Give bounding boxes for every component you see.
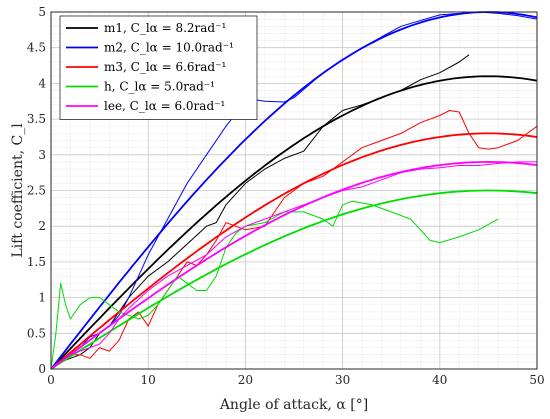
curves [50,11,538,370]
y-tick-label: 5 [38,5,46,19]
lee-experimental-line [50,161,537,370]
x-axis-label: Angle of attack, α [°] [219,397,368,413]
x-tick-label: 0 [47,373,55,387]
legend-label-m2: m2, C_lα = 10.0rad⁻¹ [104,41,234,55]
x-tick-label: 10 [141,373,156,387]
y-tick-label: 2.5 [27,184,46,198]
y-tick-labels: 0 0.5 1 1.5 2 2.5 3 3.5 4 4.5 5 [27,5,46,376]
x-tick-label: 40 [432,373,447,387]
y-tick-label: 3.5 [27,112,46,126]
y-axis-label: Lift coefficient, C_l [10,123,26,258]
legend-label-h: h, C_lα = 5.0rad⁻¹ [104,80,215,94]
m1-model-line [50,75,538,370]
x-tick-label: 30 [335,373,350,387]
y-tick-label: 4 [38,76,46,90]
x-tick-label: 50 [529,373,544,387]
y-tick-label: 3 [38,148,46,162]
lee-model-line [50,160,538,370]
plot-frame [50,11,538,370]
y-tick-label: 1 [38,291,46,305]
y-tick-label: 2 [38,219,46,233]
x-tick-label: 20 [238,373,253,387]
m3-experimental-line [50,110,538,370]
m3-model-line [50,132,538,370]
legend-label-m3: m3, C_lα = 6.6rad⁻¹ [104,60,226,74]
y-tick-label: 0.5 [27,326,46,340]
y-tick-label: 0 [38,362,46,376]
legend: m1, C_lα = 8.2rad⁻¹ m2, C_lα = 10.0rad⁻¹ m… [59,15,258,120]
m2-model-line [50,11,538,370]
h-experimental-line [50,200,499,370]
legend-label-lee: lee, C_lα = 6.0rad⁻¹ [104,99,225,113]
x-tick-labels: 0 10 20 30 40 50 [47,373,544,387]
y-tick-label: 4.5 [27,41,46,55]
h-model-line [50,189,538,370]
y-tick-label: 1.5 [27,255,46,269]
m2-experimental-line [50,11,538,370]
legend-label-m1: m1, C_lα = 8.2rad⁻¹ [104,21,226,35]
